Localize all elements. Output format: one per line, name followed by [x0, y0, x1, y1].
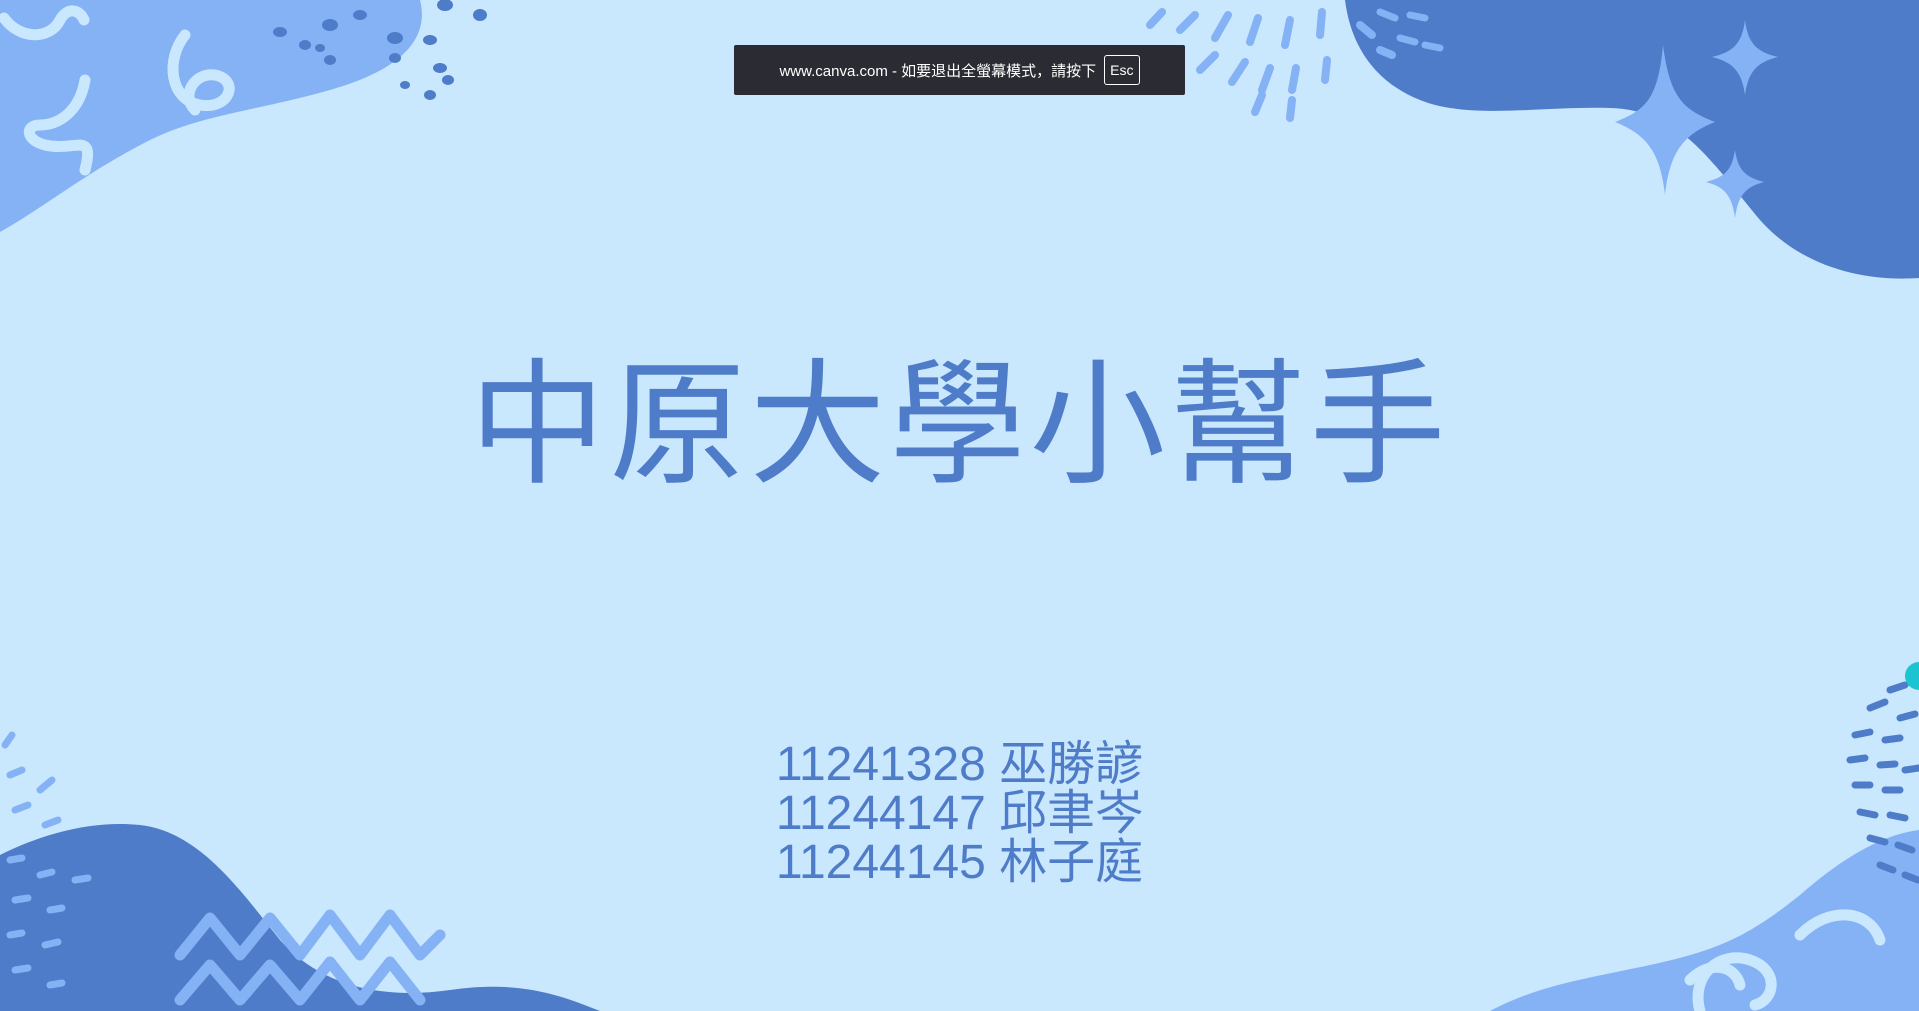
member-list: 11241328 巫勝諺 11244147 邱聿岑 11244145 林子庭	[0, 740, 1919, 887]
sparkle-icons	[1615, 20, 1778, 218]
bottom-left-dashes	[1, 731, 62, 829]
top-left-dots	[273, 0, 487, 100]
member-name: 林子庭	[999, 836, 1144, 889]
bottom-right-dashes	[1846, 681, 1919, 884]
fullscreen-message: www.canva.com - 如要退出全螢幕模式，請按下	[779, 62, 1097, 80]
member-row: 11244147 邱聿岑	[0, 789, 1919, 838]
top-right-blob-dashes	[1376, 8, 1444, 52]
member-row: 11244145 林子庭	[0, 838, 1919, 887]
bottom-left-blob	[0, 824, 600, 1011]
fullscreen-exit-notice: www.canva.com - 如要退出全螢幕模式，請按下 Esc	[734, 45, 1185, 95]
top-right-blob	[1345, 0, 1919, 279]
member-id: 11244147	[775, 787, 986, 840]
member-row: 11241328 巫勝諺	[0, 740, 1919, 789]
bottom-right-blob	[1490, 830, 1919, 1011]
slide-title: 中原大學小幫手	[469, 349, 1450, 501]
bottom-left-blob-dashes	[6, 854, 92, 989]
accent-dot	[1905, 662, 1919, 690]
member-id: 11241328	[775, 738, 986, 791]
member-name: 巫勝諺	[999, 738, 1144, 791]
esc-key-badge: Esc	[1104, 55, 1140, 85]
top-left-blob	[0, 0, 422, 232]
zigzag-decoration	[174, 909, 446, 1006]
top-right-dashes	[1146, 8, 1396, 122]
top-left-swirls	[0, 5, 235, 176]
bottom-right-swirls	[1684, 909, 1886, 1011]
member-name: 邱聿岑	[999, 787, 1144, 840]
member-id: 11244145	[775, 836, 986, 889]
